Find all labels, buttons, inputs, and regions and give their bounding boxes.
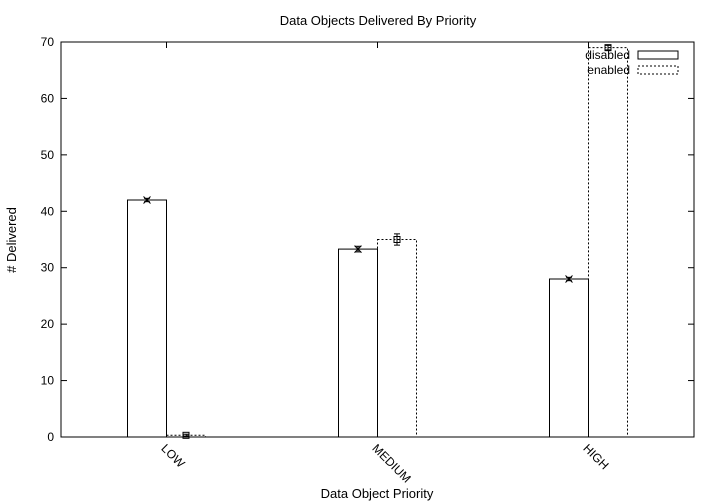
x-tick-label: LOW — [158, 441, 188, 471]
point-marker-x — [143, 196, 151, 204]
y-tick-label: 60 — [41, 91, 55, 105]
y-tick-label: 40 — [41, 204, 55, 218]
bar-enabled-medium — [377, 239, 417, 438]
legend-label-enabled: enabled — [587, 63, 630, 77]
y-tick-label: 0 — [47, 430, 54, 444]
plot-area: 0 10 20 30 40 50 60 70 LOW MEDIUM HIGH — [41, 35, 695, 486]
legend-label-disabled: disabled — [585, 48, 630, 62]
legend-swatch-disabled — [637, 50, 679, 60]
bar-disabled-high — [549, 278, 589, 438]
bar-disabled-low — [127, 199, 167, 438]
x-tick-label: HIGH — [580, 441, 611, 472]
bar-enabled-low — [166, 434, 206, 438]
y-axis-label: # Delivered — [4, 207, 19, 273]
x-tick-label: MEDIUM — [369, 441, 413, 485]
legend-swatch-enabled — [637, 65, 679, 75]
y-tick-label: 30 — [41, 261, 55, 275]
x-axis-label: Data Object Priority — [321, 486, 434, 501]
y-tick-label: 50 — [41, 148, 55, 162]
point-marker-square — [393, 236, 401, 243]
y-tick-label: 10 — [41, 374, 55, 388]
bar-disabled-medium — [338, 248, 378, 438]
point-marker-square — [182, 431, 190, 439]
y-tick-label: 20 — [41, 317, 55, 331]
chart-title: Data Objects Delivered By Priority — [280, 13, 477, 28]
point-marker-square — [604, 44, 612, 52]
bar-enabled-high — [588, 47, 628, 438]
point-marker-x — [565, 275, 573, 283]
point-marker-x — [354, 245, 362, 253]
y-tick-label: 70 — [41, 35, 55, 49]
